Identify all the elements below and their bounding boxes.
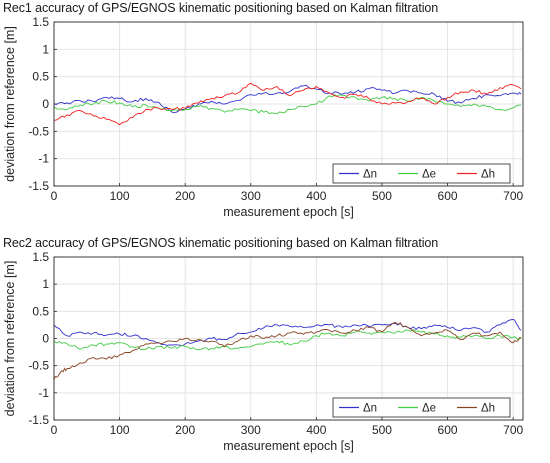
legend-label: Δe: [422, 169, 436, 181]
x-tick-label: 400: [306, 423, 326, 437]
chart-title-rec2: Rec2 accuracy of GPS/EGNOS kinematic pos…: [3, 236, 439, 250]
x-tick-label: 0: [51, 423, 58, 437]
x-tick-label: 500: [372, 423, 392, 437]
y-tick-label: -0.5: [28, 359, 49, 373]
legend-label: Δe: [422, 403, 436, 415]
chart-panel-1: 0 100 200 300 400 500 600 700 -1.5 -1 -0.5 0 0.5 1 1.5…: [3, 15, 523, 219]
y-tick-label: -1: [38, 386, 49, 400]
y-axis-label: deviation from reference [m]: [3, 26, 17, 182]
y-tick-label: -1.5: [28, 179, 49, 193]
series-line-2: [53, 329, 522, 351]
y-tick-label: 1.5: [32, 250, 49, 264]
x-tick-label: 300: [241, 189, 261, 203]
x-tick-label: 700: [503, 423, 523, 437]
y-tick-label: 0: [42, 97, 49, 111]
legend-label: Δn: [363, 169, 377, 181]
x-tick-label: 700: [503, 189, 523, 203]
x-tick-label: 600: [438, 423, 458, 437]
x-tick-label: 100: [110, 423, 130, 437]
x-axis-label: measurement epoch [s]: [223, 439, 354, 453]
series-line-3: [53, 82, 522, 126]
axes-frame: [53, 256, 524, 421]
chart-title-rec1: Rec1 accuracy of GPS/EGNOS kinematic pos…: [3, 1, 439, 15]
x-tick-label: 100: [110, 189, 130, 203]
legend-label: Δh: [481, 169, 495, 181]
y-axis-label: deviation from reference [m]: [3, 261, 17, 417]
x-tick-label: 200: [175, 189, 195, 203]
legend-label: Δn: [363, 403, 377, 415]
series-line-3: [53, 321, 522, 380]
x-tick-label: 300: [241, 423, 261, 437]
x-tick-label: 400: [306, 189, 326, 203]
y-tick-label: -0.5: [28, 124, 49, 138]
x-tick-label: 600: [438, 189, 458, 203]
y-tick-label: 1.5: [32, 15, 49, 29]
x-tick-label: 500: [372, 189, 392, 203]
legend-box: [332, 163, 511, 184]
chart-panel-2: 0 100 200 300 400 500 600 700 -1.5 -1 -0.5 0 0.5 1 1.5…: [3, 250, 523, 453]
y-tick-label: 0.5: [32, 304, 49, 318]
legend-label: Δh: [481, 403, 495, 415]
x-axis-label: measurement epoch [s]: [223, 205, 354, 219]
y-tick-label: 0: [42, 332, 49, 346]
x-tick-label: 0: [51, 189, 58, 203]
y-tick-label: 0.5: [32, 70, 49, 84]
series-line-2: [53, 94, 522, 115]
axes-frame: [53, 21, 524, 187]
y-tick-label: -1: [38, 152, 49, 166]
series-line-1: [53, 84, 522, 114]
x-tick-label: 200: [175, 423, 195, 437]
series-line-1: [53, 319, 522, 347]
y-tick-label: 1: [42, 277, 49, 291]
y-tick-label: -1.5: [28, 413, 49, 427]
legend-box: [332, 397, 511, 418]
y-tick-label: 1: [42, 42, 49, 56]
